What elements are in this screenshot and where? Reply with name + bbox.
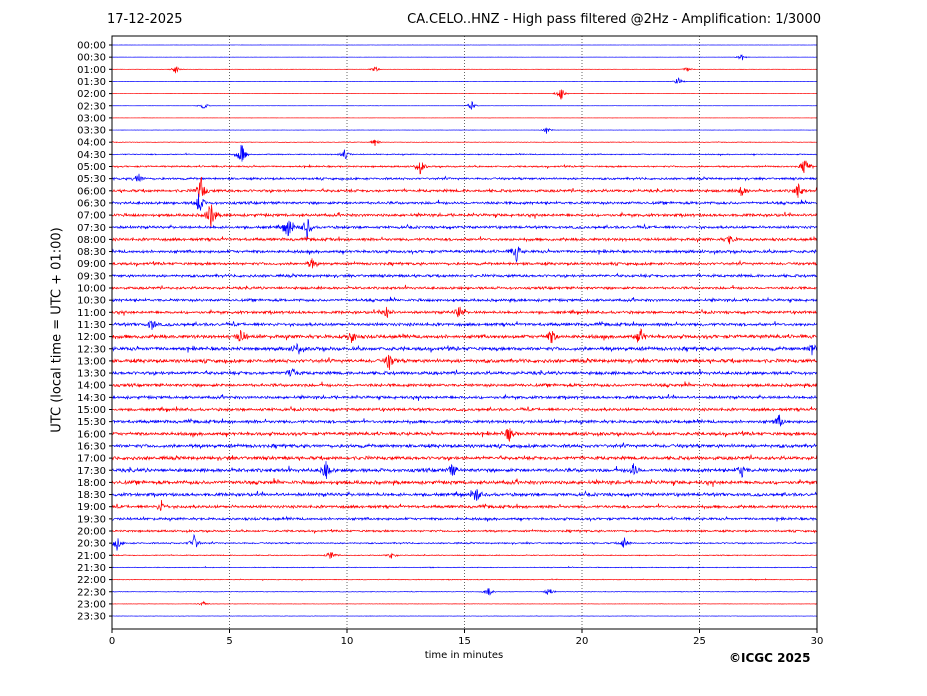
y-tick-label: 15:30 [77,417,106,428]
trace-0400 [111,139,818,146]
y-tick-label: 14:00 [77,381,106,392]
y-tick-label: 06:30 [77,198,106,209]
trace-1800 [111,477,818,487]
y-tick-label: 19:00 [77,502,106,513]
trace-1200 [111,327,818,344]
y-tick-label: 18:30 [77,490,106,501]
trace-1730 [111,461,818,480]
y-tick-label: 07:00 [77,211,106,222]
y-tick-label: 01:30 [77,77,106,88]
x-axis-label: time in minutes [424,650,504,661]
y-tick-label: 12:30 [77,344,106,355]
grid-layer [229,36,700,629]
y-tick-label: 10:00 [77,284,106,295]
trace-1830 [111,489,818,501]
y-tick-label: 22:30 [77,587,106,598]
x-tick-label: 30 [811,636,824,647]
y-tick-label: 00:00 [77,41,106,52]
y-tick-label: 06:00 [77,186,106,197]
y-tick-label: 22:00 [77,575,106,586]
y-tick-label: 11:00 [77,308,106,319]
trace-0830 [111,246,818,263]
y-tick-label: 11:30 [77,320,106,331]
y-tick-label: 23:30 [77,612,106,623]
y-tick-label: 02:00 [77,89,106,100]
trace-0330 [111,127,818,134]
y-tick-label: 12:00 [77,332,106,343]
y-tick-label: 04:30 [77,150,106,161]
y-tick-label: 19:30 [77,514,106,525]
x-tick-label: 0 [109,636,115,647]
y-tick-label: 00:30 [77,53,106,64]
trace-0630 [111,193,818,211]
chart-title: CA.CELO..HNZ - High pass filtered @2Hz -… [407,12,821,27]
y-tick-label: 20:30 [77,539,106,550]
chart-date: 17-12-2025 [107,12,183,27]
trace-0600 [111,176,818,198]
y-tick-label: 07:30 [77,223,106,234]
y-tick-label: 01:00 [77,65,106,76]
y-tick-label: 17:30 [77,466,106,477]
y-tick-label: 09:30 [77,271,106,282]
x-tick-label: 15 [458,636,471,647]
y-tick-label: 17:00 [77,454,106,465]
y-tick-label: 20:00 [77,527,106,538]
trace-1300 [111,354,818,371]
y-tick-label: 13:00 [77,356,106,367]
y-tick-label: 08:00 [77,235,106,246]
y-tick-label: 09:00 [77,259,106,270]
y-tick-label: 03:00 [77,113,106,124]
y-tick-label: 21:30 [77,563,106,574]
y-tick-label: 05:00 [77,162,106,173]
y-tick-label: 13:30 [77,369,106,380]
copyright: ©ICGC 2025 [729,651,811,665]
y-tick-label: 18:00 [77,478,106,489]
y-tick-label: 15:00 [77,405,106,416]
trace-1130 [111,320,818,330]
y-tick-label: 23:00 [77,599,106,610]
x-tick-label: 10 [341,636,354,647]
y-tick-label: 16:30 [77,441,106,452]
x-tick-label: 5 [226,636,232,647]
trace-1600 [111,428,818,443]
y-tick-label: 03:30 [77,126,106,137]
y-tick-label: 02:30 [77,101,106,112]
x-ticks-layer: 0 5 10 15 20 25 30 [109,629,824,647]
x-tick-label: 25 [693,636,706,647]
y-tick-label: 04:00 [77,138,106,149]
y-tick-label: 16:00 [77,429,106,440]
trace-0700 [111,204,818,228]
y-tick-label: 14:30 [77,393,106,404]
y-tick-label: 10:30 [77,296,106,307]
trace-0900 [111,258,818,269]
y-tick-label: 05:30 [77,174,106,185]
y-tick-label: 08:30 [77,247,106,258]
y-tick-label: 21:00 [77,551,106,562]
trace-0500 [111,160,818,175]
x-tick-label: 20 [576,636,589,647]
trace-0930 [111,272,818,279]
